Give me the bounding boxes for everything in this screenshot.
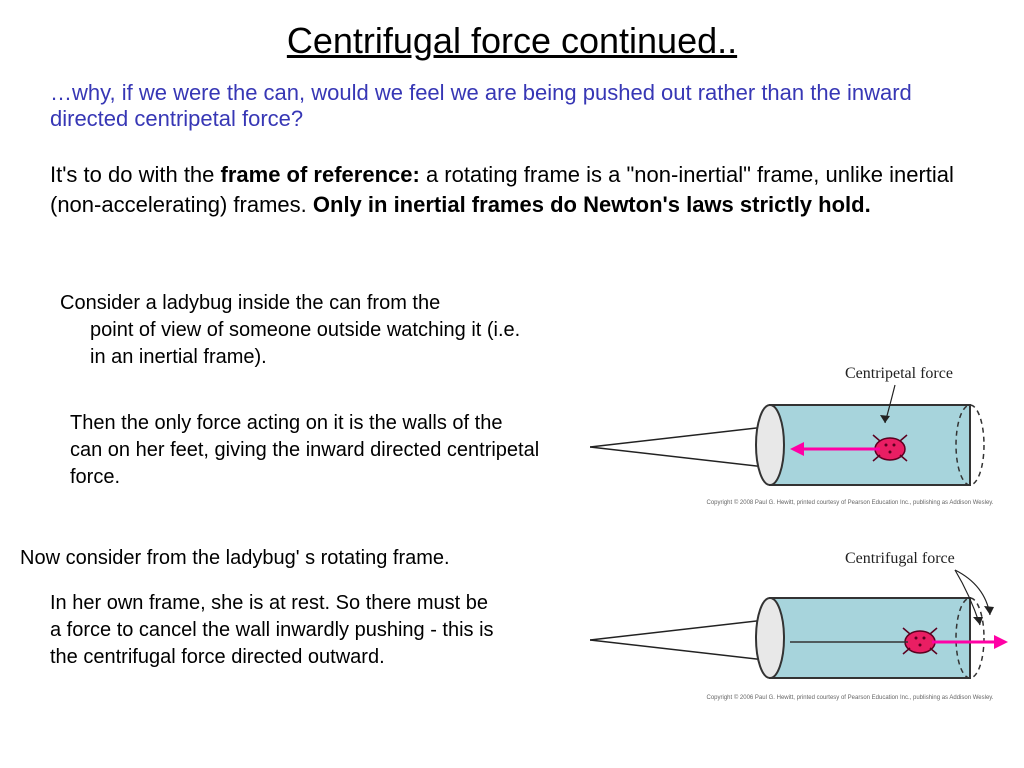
slide: Centrifugal force continued.. …why, if w… <box>0 0 1024 768</box>
para1-line1: Consider a ladybug inside the can from t… <box>60 292 440 314</box>
paragraph-centrifugal-explain: In her own frame, she is at rest. So the… <box>50 590 500 671</box>
explain-pre: It's to do with the <box>50 162 221 187</box>
explain-bold2: Only in inertial frames do Newton's laws… <box>313 192 871 217</box>
diagram-centripetal: Centripetal force <box>590 375 1010 525</box>
explain-bold1: frame of reference: <box>221 162 420 187</box>
diagram2-label: Centrifugal force <box>845 550 955 568</box>
diagram2-copyright: Copyright © 2006 Paul G. Hewitt, printed… <box>690 695 1010 701</box>
page-title: Centrifugal force continued.. <box>0 20 1024 62</box>
diagram2-svg <box>590 560 1010 710</box>
para1-line2: point of view of someone outside watchin… <box>60 317 540 371</box>
paragraph-inertial-observer: Consider a ladybug inside the can from t… <box>60 290 540 371</box>
paragraph-rotating-frame-intro: Now consider from the ladybug' s rotatin… <box>20 545 580 572</box>
diagram-centrifugal: Centrifugal force <box>590 560 1010 720</box>
diagram1-label: Centripetal force <box>845 365 953 383</box>
intro-question: …why, if we were the can, would we feel … <box>50 80 980 132</box>
paragraph-centripetal-only: Then the only force acting on it is the … <box>70 410 540 491</box>
diagram1-copyright: Copyright © 2008 Paul G. Hewitt, printed… <box>690 500 1010 506</box>
explanation-frame-of-reference: It's to do with the frame of reference: … <box>50 160 980 219</box>
diagram1-svg <box>590 375 1010 515</box>
